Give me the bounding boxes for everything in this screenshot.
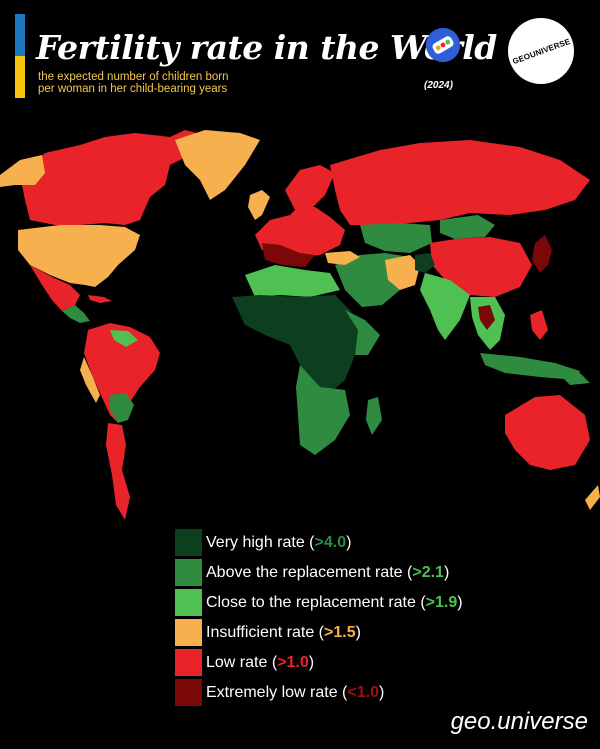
region-indonesia — [480, 353, 580, 380]
region-guianas — [110, 330, 138, 347]
region-mexico — [30, 265, 80, 311]
region-korea-japan — [532, 235, 552, 273]
legend-item-insufficient: Insufficient rate (>1.5) — [175, 618, 463, 647]
map-title: Fertility rate in the World — [36, 28, 497, 67]
legend-item-low: Low rate (>1.0) — [175, 648, 463, 677]
region-afghanistan — [415, 253, 435, 273]
region-scandinavia — [285, 165, 335, 210]
app-icon — [425, 27, 461, 63]
legend-value: >1.5 — [324, 623, 356, 641]
region-greenland — [175, 130, 260, 200]
region-west-central-africa — [232, 295, 360, 393]
legend-item-extremely-low: Extremely low rate (<1.0) — [175, 678, 463, 707]
legend: Very high rate (>4.0) Above the replacem… — [175, 528, 463, 708]
legend-swatch — [175, 589, 202, 616]
legend-value: >4.0 — [314, 533, 347, 551]
region-russia — [330, 140, 590, 225]
geouniverse-logo: GEOUNIVERSE — [508, 18, 574, 84]
legend-label: Very high rate — [206, 533, 305, 551]
region-thailand — [478, 305, 495, 330]
region-horn-east-africa — [345, 310, 380, 355]
region-kazakhstan — [360, 223, 432, 253]
flag-yellow-stripe — [15, 56, 25, 98]
region-central-america — [62, 305, 90, 323]
region-madagascar — [366, 397, 382, 435]
region-india — [420, 273, 470, 340]
legend-value: >2.1 — [412, 563, 444, 581]
ukraine-flag-bar — [15, 14, 25, 98]
legend-value: <1.0 — [347, 683, 379, 701]
region-new-zealand — [585, 485, 600, 510]
subtitle-line-2: per woman in her child-bearing years — [38, 83, 228, 95]
region-philippines — [530, 310, 548, 340]
region-south-america-north — [84, 323, 160, 423]
region-china — [430, 237, 532, 297]
logo-text: GEOUNIVERSE — [510, 36, 572, 66]
region-mongolia — [440, 215, 495, 239]
subtitle-line-1: the expected number of children born — [38, 71, 229, 83]
legend-item-very-high: Very high rate (>4.0) — [175, 528, 463, 557]
region-canada — [20, 130, 205, 225]
region-iceland-uk — [248, 190, 270, 220]
region-bolivia-paraguay — [110, 393, 134, 423]
legend-label: Low rate — [206, 653, 268, 671]
world-map — [0, 130, 600, 520]
year-label: (2024) — [424, 80, 453, 91]
region-alaska — [0, 155, 45, 187]
legend-item-close-replacement: Close to the replacement rate (>1.9) — [175, 588, 463, 617]
region-north-africa — [245, 265, 340, 297]
legend-swatch — [175, 679, 202, 706]
region-turkey — [325, 251, 360, 265]
region-andes — [80, 357, 100, 403]
region-europe — [255, 205, 345, 257]
legend-swatch — [175, 529, 202, 556]
legend-swatch — [175, 649, 202, 676]
region-iran — [385, 255, 420, 290]
region-caribbean — [88, 295, 112, 303]
region-southern-europe — [262, 243, 315, 267]
legend-label: Insufficient rate — [206, 623, 315, 641]
region-usa — [18, 225, 140, 287]
legend-swatch — [175, 619, 202, 646]
legend-label: Above the replacement rate — [206, 563, 403, 581]
legend-value: >1.9 — [425, 593, 458, 611]
legend-value: >1.0 — [277, 653, 309, 671]
region-southern-cone — [106, 423, 130, 520]
region-papua — [555, 370, 590, 385]
map-subtitle: the expected number of children born per… — [38, 71, 229, 95]
region-australia — [505, 395, 590, 470]
region-southern-africa — [296, 365, 350, 455]
legend-item-above-replacement: Above the replacement rate (>2.1) — [175, 558, 463, 587]
author-handle: geo.universe — [450, 708, 588, 735]
legend-swatch — [175, 559, 202, 586]
legend-label: Extremely low rate — [206, 683, 338, 701]
legend-label: Close to the replacement rate — [206, 593, 416, 611]
flag-blue-stripe — [15, 14, 25, 56]
